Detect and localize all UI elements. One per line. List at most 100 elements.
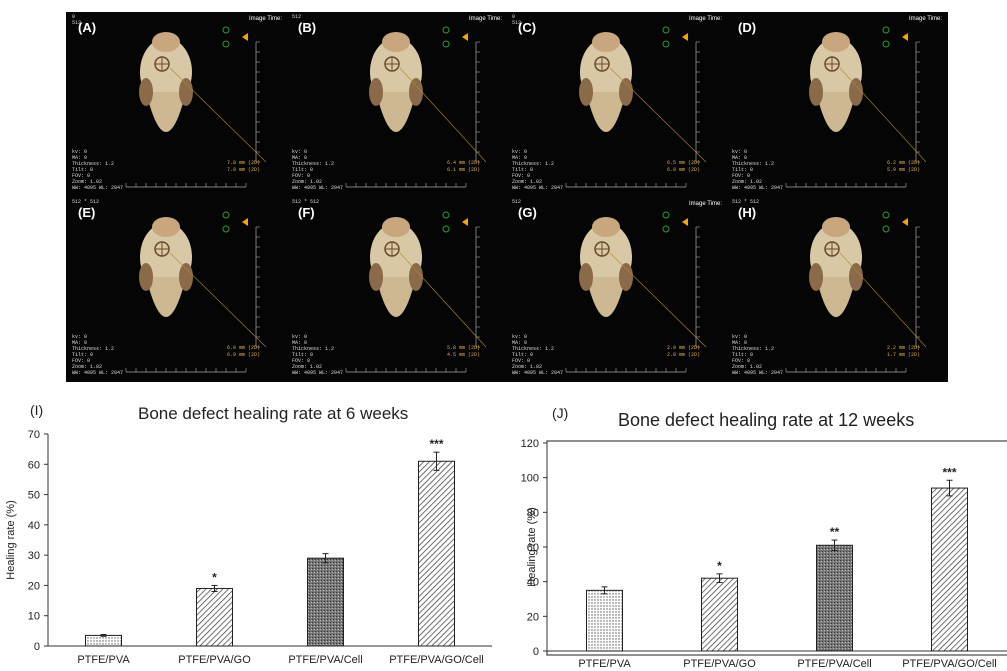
ct-scan-info: kv: 0 MA: 0 Thickness: 1.2 Tilt: 0 FOV: … (292, 149, 344, 191)
category-label: PTFE/PVA/GO (683, 658, 756, 670)
category-label: PTFE/PVA (578, 658, 631, 670)
ct-image-h: (H) 512 * 512 kv: 0 MA: 0 Thickness: 1.2 T… (726, 197, 946, 382)
ct-measurement: 6.5 mm (2D) (666, 160, 700, 166)
category-label: PTFE/PVA/GO/Cell (902, 658, 997, 670)
ct-image-c: (C) 0 512 Image Time: kv: 0 MA: 0 Thickness… (506, 12, 726, 197)
category-label: PTFE/PVA/Cell (288, 654, 362, 666)
y-tick-label: 100 (521, 473, 539, 485)
error-bar (946, 479, 953, 497)
error-bar (433, 451, 440, 471)
chart-title-6-weeks: Bone defect healing rate at 6 weeks (138, 404, 409, 423)
y-tick-label: 0 (533, 646, 539, 658)
ct-panel-label: (E) (78, 205, 96, 220)
y-tick-label: 20 (28, 580, 40, 592)
ct-measurement: 5.9 mm (2D) (886, 167, 920, 173)
y-tick-label: 30 (28, 550, 40, 562)
ct-measurement: 7.8 mm (2D) (226, 160, 260, 166)
skull-shape (809, 217, 863, 317)
ct-scan-info: kv: 0 MA: 0 Thickness: 1.2 Tilt: 0 FOV: … (732, 334, 784, 376)
ct-panel-label: (B) (298, 20, 317, 35)
panel-label-j: (J) (552, 405, 569, 421)
bar (931, 487, 968, 652)
ct-panel-label: (C) (518, 20, 537, 35)
ct-image-time: Image Time: (688, 16, 722, 22)
y-tick-label: 40 (28, 520, 40, 532)
y-tick-label: 50 (28, 490, 40, 502)
bar-chart-12-weeks: 0 20 40 60 80 100 120 Healing rate (%) PTFE/PVA *… (521, 438, 1007, 670)
error-bar (211, 584, 218, 592)
ct-matrix-size: 512 (292, 14, 302, 20)
skull-shape (139, 217, 193, 317)
category-label: PTFE/PVA (77, 654, 130, 666)
skull-shape (369, 32, 423, 132)
significance-marker: *** (942, 465, 956, 479)
ct-measurement: 6.4 mm (2D) (446, 160, 480, 166)
ct-scan-info: kv: 0 MA: 0 Thickness: 1.2 Tilt: 0 FOV: … (72, 149, 124, 191)
ct-scan-info: kv: 0 MA: 0 Thickness: 1.2 Tilt: 0 FOV: … (512, 334, 564, 376)
ct-image-b: (B) 512 Image Time: kv: 0 MA: 0 Thickness: … (286, 12, 506, 197)
y-tick-label: 20 (527, 611, 539, 623)
ct-image-time: Image Time: (468, 16, 502, 22)
error-bar (322, 553, 329, 564)
ct-measurement: 6.2 mm (2D) (886, 160, 920, 166)
bar (586, 589, 623, 652)
bar (307, 557, 344, 647)
y-tick-label: 0 (34, 641, 40, 653)
error-bar (831, 539, 838, 551)
skull-render (125, 26, 267, 188)
y-tick-label: 70 (28, 429, 40, 441)
ct-matrix-size: 512 * 512 (732, 199, 760, 205)
ct-image-time: Image Time: (688, 201, 722, 207)
bar-chart-6-weeks: 0 10 20 30 40 50 60 70 Healing rate (%) PTFE/PVA *… (5, 429, 492, 666)
y-tick-label: 60 (28, 459, 40, 471)
significance-marker: ** (830, 525, 840, 539)
ct-image-e: (E) 512 * 512 kv: 0 MA: 0 Thickness: 1.2 T… (66, 197, 286, 382)
ct-image-f: (F) 512 * 512 kv: 0 MA: 0 Thickness: 1.2 T… (286, 197, 506, 382)
significance-marker: *** (429, 437, 443, 451)
ct-scan-info: kv: 0 MA: 0 Thickness: 1.2 Tilt: 0 FOV: … (732, 149, 784, 191)
y-axis-label: Healing rate (%) (526, 507, 538, 586)
ct-panel-label: (F) (298, 205, 315, 220)
ct-measurement: 4.5 mm (2D) (446, 352, 480, 358)
error-bar (716, 573, 723, 584)
skull-render (565, 211, 707, 373)
y-tick-label: 120 (521, 438, 539, 450)
bar (701, 577, 738, 652)
ct-measurement: 1.7 mm (2D) (886, 352, 920, 358)
ct-matrix-size: 0 512 (512, 14, 522, 26)
skull-render (565, 26, 707, 188)
ct-measurement: 5.8 mm (2D) (446, 345, 480, 351)
ct-image-d: (D) Image Time: kv: 0 MA: 0 Thickness: 1.2… (726, 12, 946, 197)
ct-scan-info: kv: 0 MA: 0 Thickness: 1.2 Tilt: 0 FOV: … (72, 334, 124, 376)
ct-image-panel: (A) 0 512 Image Time: kv: 0 MA: 0 Thickness… (66, 12, 948, 382)
category-label: PTFE/PVA/Cell (797, 658, 871, 670)
ct-image-time: Image Time: (248, 16, 282, 22)
skull-render (785, 26, 927, 188)
category-label: PTFE/PVA/GO (178, 654, 251, 666)
skull-shape (139, 32, 193, 132)
ct-matrix-size: 512 (512, 199, 522, 205)
skull-shape (579, 32, 633, 132)
ct-measurement: 6.9 mm (2D) (226, 352, 260, 358)
significance-marker: * (717, 559, 722, 573)
ct-measurement: 2.8 mm (2D) (666, 352, 700, 358)
ct-scan-info: kv: 0 MA: 0 Thickness: 1.2 Tilt: 0 FOV: … (292, 334, 344, 376)
ct-image-time: Image Time: (908, 16, 942, 22)
ct-measurement: 6.0 mm (2D) (226, 345, 260, 351)
y-tick-label: 60 (527, 542, 539, 554)
error-bar (100, 633, 107, 637)
y-tick-label: 10 (28, 611, 40, 623)
chart-title-12-weeks: Bone defect healing rate at 12 weeks (618, 410, 915, 430)
ct-image-g: (G) 512 Image Time: kv: 0 MA: 0 Thickness: … (506, 197, 726, 382)
skull-render (125, 211, 267, 373)
skull-shape (809, 32, 863, 132)
ct-measurement: 2.2 mm (2D) (886, 345, 920, 351)
ct-panel-label: (A) (78, 20, 97, 35)
ct-matrix-size: 0 512 (72, 14, 82, 26)
ct-matrix-size: 512 * 512 (292, 199, 320, 205)
ct-measurement: 2.9 mm (2D) (666, 345, 700, 351)
ct-measurement: 6.1 mm (2D) (446, 167, 480, 173)
y-tick-label: 80 (527, 507, 539, 519)
ct-panel-label: (G) (518, 205, 537, 220)
panel-label-i: (I) (30, 402, 44, 418)
